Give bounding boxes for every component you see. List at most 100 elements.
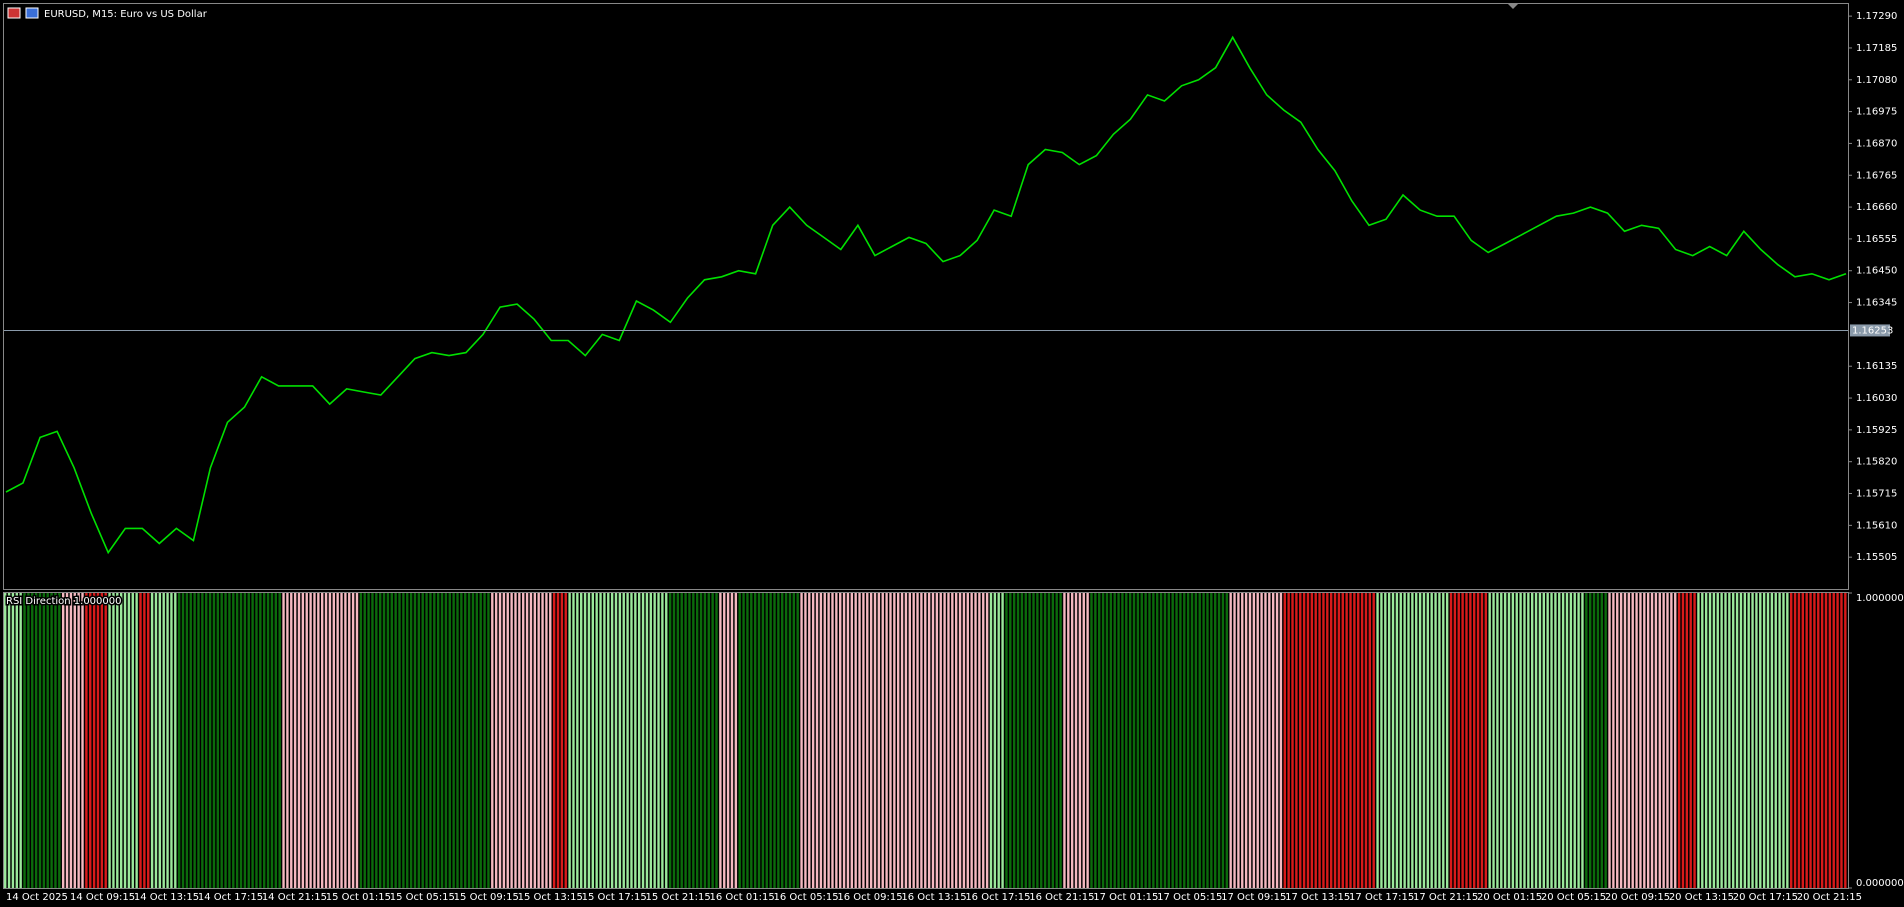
current-price-label: 1.16253: [1852, 325, 1893, 336]
indicator-bar: [112, 593, 115, 888]
indicator-bar: [50, 593, 53, 888]
indicator-bar: [170, 593, 173, 888]
indicator-bar: [1047, 593, 1051, 888]
indicator-bar: [1360, 593, 1364, 888]
indicator-bar: [951, 593, 954, 888]
indicator-bar: [614, 593, 618, 888]
x-tick-label: 16 Oct 05:15: [773, 892, 838, 903]
indicator-bar: [688, 593, 691, 888]
indicator-bar: [900, 593, 904, 888]
indicator-bar: [1581, 593, 1584, 888]
indicator-bar: [1415, 593, 1418, 888]
indicator-bar: [1434, 593, 1437, 888]
indicator-bar: [1260, 593, 1263, 888]
x-tick-label: 17 Oct 13:15: [1285, 892, 1350, 903]
indicator-bar: [1020, 593, 1024, 888]
indicator-bar: [1314, 593, 1317, 888]
indicator-bar: [1291, 593, 1294, 888]
indicator-bar: [23, 593, 26, 888]
indicator-bar: [1248, 593, 1252, 888]
indicator-bar: [1264, 593, 1267, 888]
indicator-bar: [417, 593, 421, 888]
indicator-bar: [858, 593, 861, 888]
indicator-bar: [212, 593, 216, 888]
indicator-bar: [436, 593, 440, 888]
indicator-bar: [1500, 593, 1503, 888]
indicator-bar: [1105, 593, 1109, 888]
indicator-bar: [920, 593, 923, 888]
indicator-bar: [1016, 593, 1020, 888]
indicator-bar: [1445, 593, 1449, 888]
indicator-bar: [661, 593, 664, 888]
indicator-bar: [1484, 593, 1488, 888]
y-tick-label: 0.000000: [1856, 878, 1904, 889]
indicator-bar: [1132, 593, 1136, 888]
x-tick-label: 15 Oct 13:15: [518, 892, 583, 903]
indicator-bar: [564, 593, 567, 888]
indicator-bar: [912, 593, 915, 888]
indicator-bar: [413, 593, 417, 888]
indicator-bar: [1125, 593, 1128, 888]
y-tick-label: 1.17290: [1856, 11, 1897, 22]
indicator-bar: [340, 593, 343, 888]
indicator-bar: [367, 593, 370, 888]
indicator-bar: [800, 593, 803, 888]
indicator-bar: [448, 593, 451, 888]
indicator-bar: [255, 593, 258, 888]
indicator-bar: [784, 593, 788, 888]
indicator-bar: [193, 593, 196, 888]
indicator-bar: [205, 593, 208, 888]
indicator-bar: [348, 593, 351, 888]
indicator-bar: [927, 593, 931, 888]
indicator-bar: [1070, 593, 1074, 888]
x-tick-label: 14 Oct 2025: [6, 892, 68, 903]
indicator-bar: [1306, 593, 1310, 888]
indicator-bar: [371, 593, 374, 888]
indicator-bar: [591, 593, 595, 888]
x-tick-label: 17 Oct 01:15: [1093, 892, 1158, 903]
indicator-bar: [1469, 593, 1472, 888]
indicator-bar: [1449, 593, 1453, 888]
indicator-bar: [943, 593, 946, 888]
indicator-bar: [1604, 593, 1607, 888]
indicator-bar: [1619, 593, 1623, 888]
indicator-bar: [181, 593, 185, 888]
indicator-bar: [104, 593, 107, 888]
indicator-bar: [232, 593, 235, 888]
indicator-bar: [1206, 593, 1209, 888]
indicator-bar: [19, 593, 22, 888]
indicator-bar: [781, 593, 784, 888]
indicator-bar: [290, 593, 293, 888]
indicator-bar: [711, 593, 714, 888]
indicator-bar: [189, 593, 192, 888]
y-tick-label: 1.16975: [1856, 107, 1897, 118]
indicator-bar: [1828, 593, 1832, 888]
indicator-bar: [1747, 593, 1750, 888]
indicator-bar: [1631, 593, 1634, 888]
indicator-bar: [954, 593, 958, 888]
indicator-bar: [344, 593, 347, 888]
indicator-bar: [375, 593, 378, 888]
indicator-bar: [854, 593, 857, 888]
indicator-bar: [560, 593, 564, 888]
indicator-bar: [641, 593, 645, 888]
indicator-bar: [58, 593, 61, 888]
indicator-bar: [831, 593, 834, 888]
indicator-bar: [904, 593, 908, 888]
indicator-bar: [433, 593, 436, 888]
indicator-bar: [425, 593, 428, 888]
indicator-bar: [1724, 593, 1727, 888]
y-tick-label: 1.16030: [1856, 393, 1897, 404]
chart-icon: [25, 7, 39, 19]
indicator-bar: [1244, 593, 1248, 888]
indicator-bar: [556, 593, 560, 888]
indicator-bar: [1098, 593, 1101, 888]
indicator-bar: [1531, 593, 1534, 888]
indicator-bar: [158, 593, 162, 888]
indicator-bar: [1600, 593, 1603, 888]
indicator-bar: [1140, 593, 1143, 888]
indicator-bar: [1546, 593, 1549, 888]
indicator-bar: [38, 593, 42, 888]
indicator-bar: [1844, 593, 1847, 888]
indicator-bar: [1067, 593, 1070, 888]
